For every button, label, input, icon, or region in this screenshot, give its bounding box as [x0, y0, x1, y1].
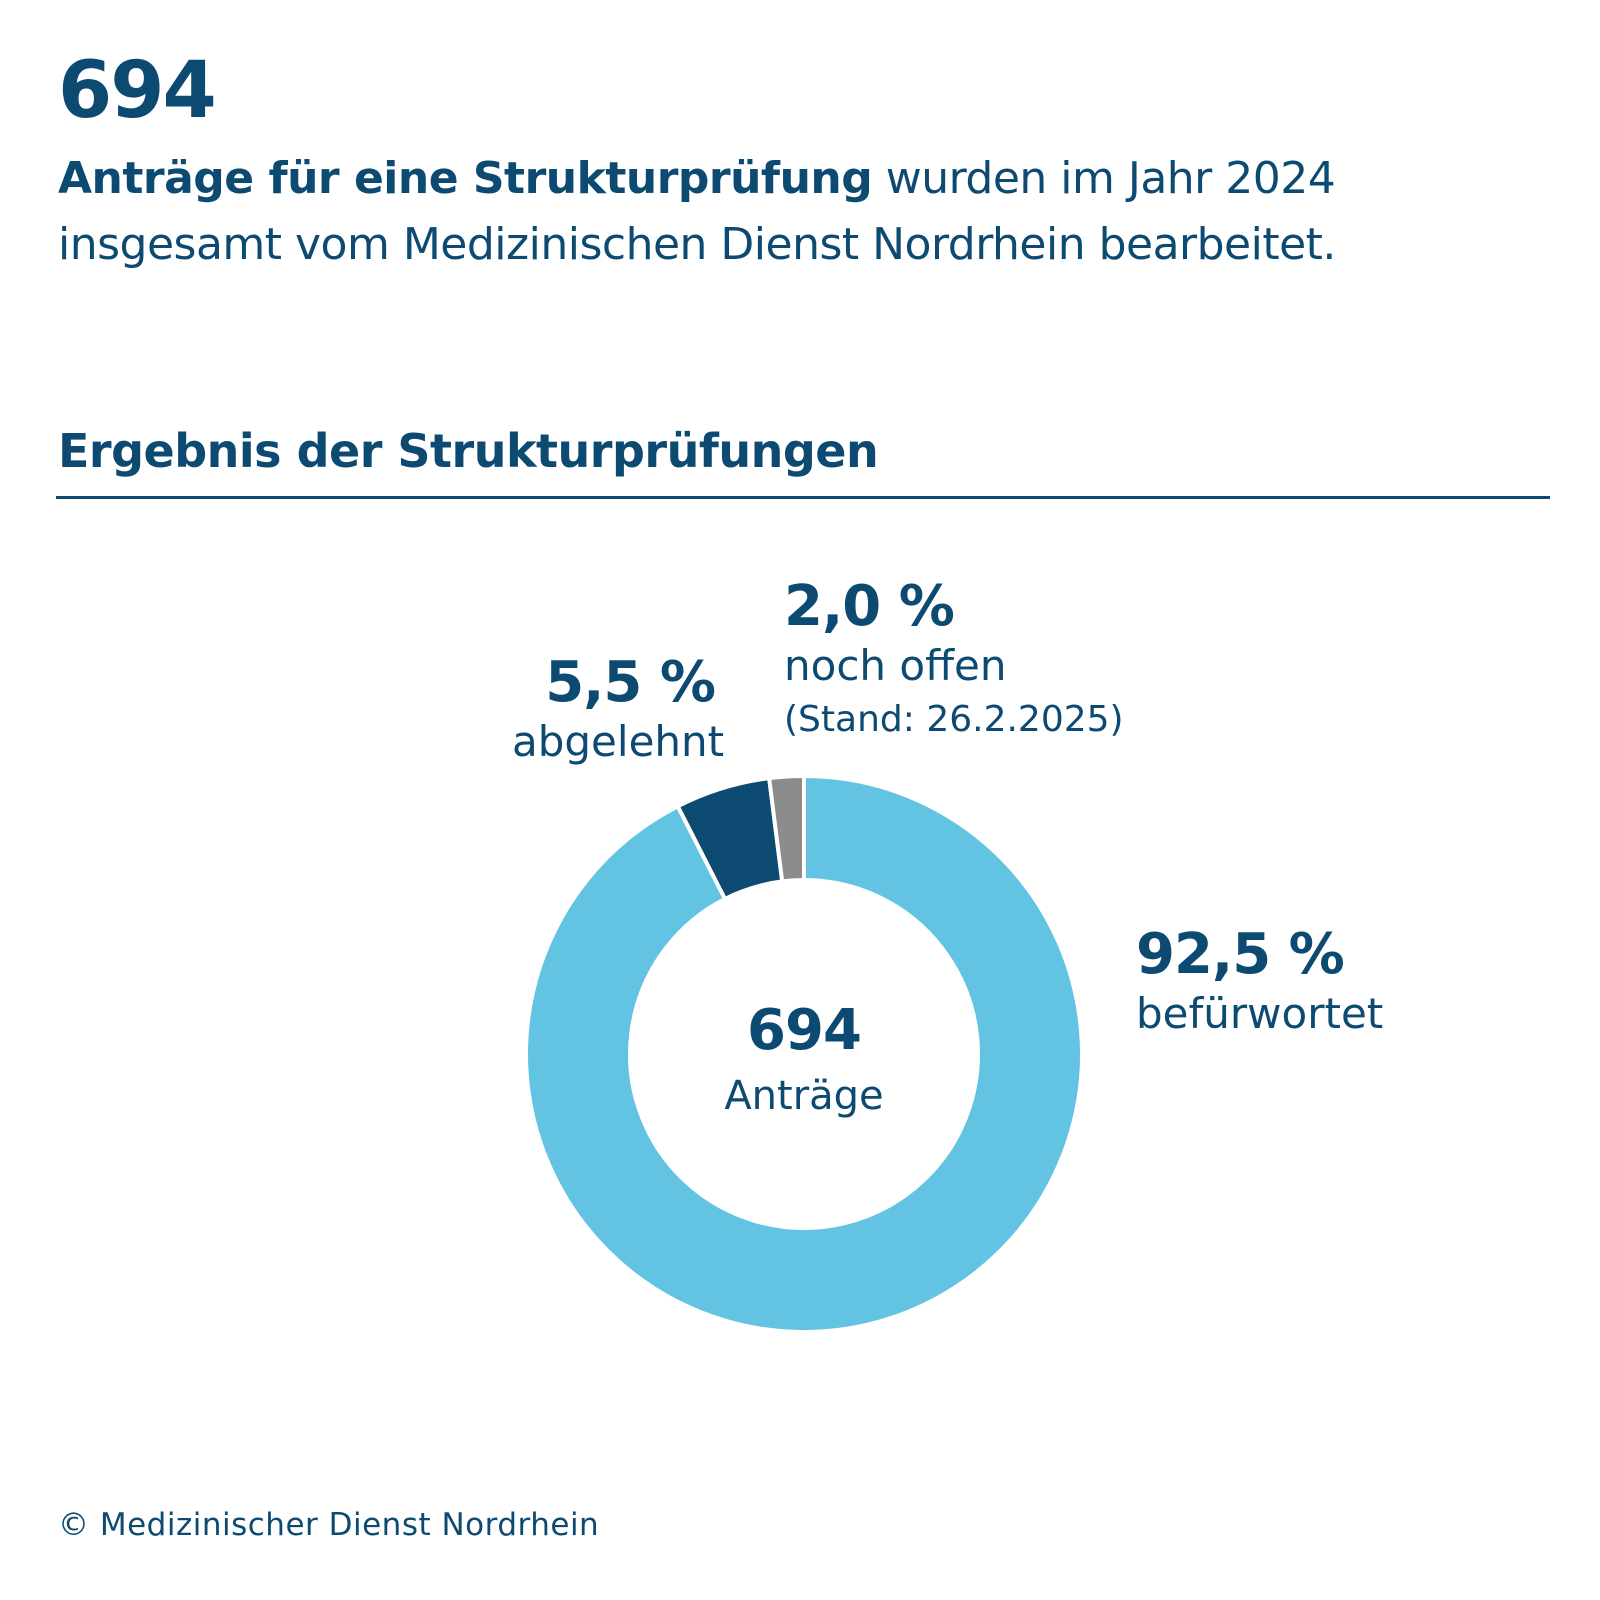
label-rejected-text: abgelehnt: [512, 717, 725, 766]
copyright: © Medizinischer Dienst Nordrhein: [58, 1507, 600, 1543]
label-open-text: noch offen: [784, 641, 1007, 690]
label-open-value: 2,0 %: [784, 574, 955, 639]
label-open: 2,0 % noch offen (Stand: 26.2.2025): [784, 576, 1124, 746]
chart-title: Ergebnis der Strukturprüfungen: [58, 424, 879, 478]
label-approved-text: befürwortet: [1136, 989, 1384, 1038]
label-rejected: 5,5 % abgelehnt: [512, 650, 725, 770]
label-approved-value: 92,5 %: [1136, 922, 1345, 987]
donut-center-value: 694: [747, 998, 862, 1063]
donut-center-label: Anträge: [724, 1073, 884, 1119]
donut-slice-noch-offen: [766, 773, 806, 884]
intro-rest: wurden im Jahr 2024 insgesamt vom Medizi…: [58, 153, 1336, 270]
donut-slice-befürwortet: [524, 773, 1084, 1334]
intro-bold: Anträge für eine Strukturprüfung: [58, 153, 873, 204]
label-approved: 92,5 % befürwortet: [1136, 924, 1383, 1042]
label-rejected-value: 5,5 %: [545, 650, 716, 715]
title-divider: [56, 496, 1550, 499]
donut-chart: [524, 773, 1084, 1334]
label-open-note: (Stand: 26.2.2025): [784, 699, 1124, 740]
intro-text: Anträge für eine Strukturprüfung wurden …: [58, 146, 1518, 278]
headline-number: 694: [58, 46, 217, 136]
